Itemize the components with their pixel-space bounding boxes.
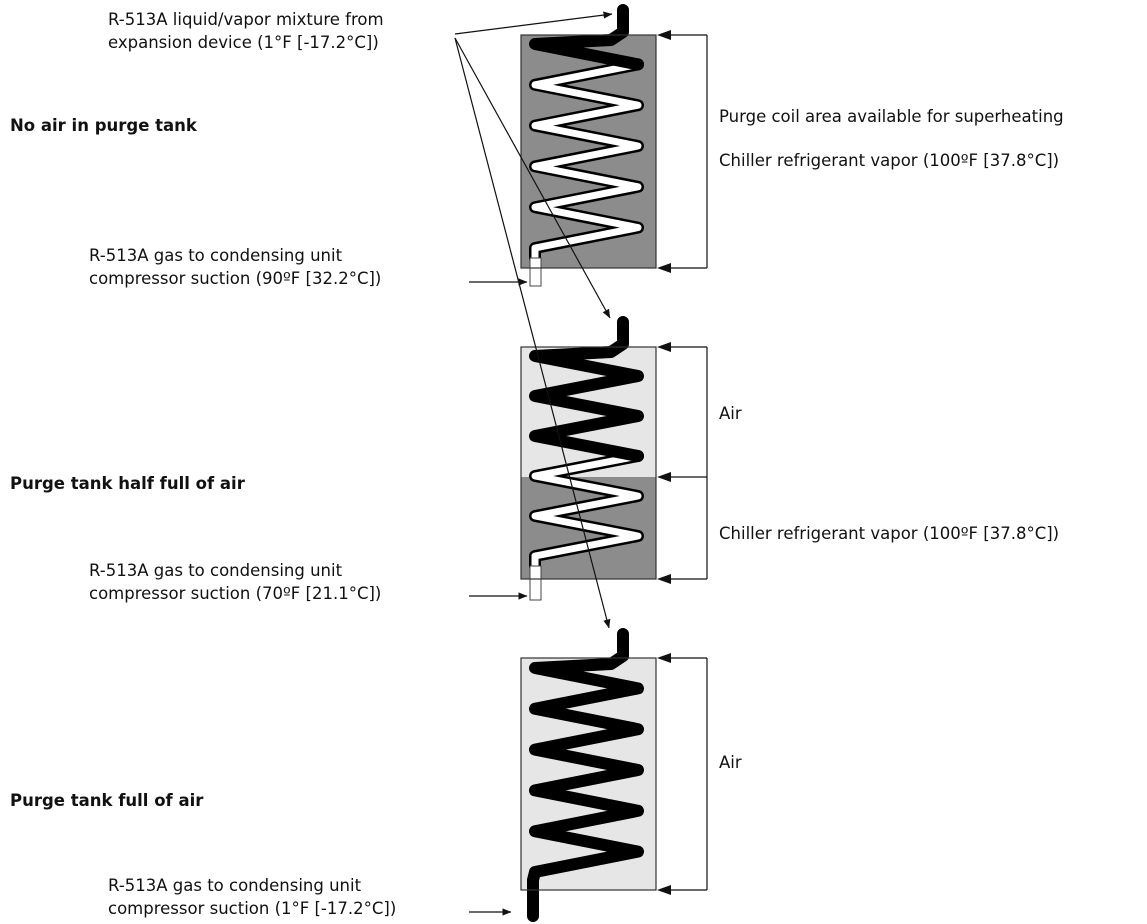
- tank-1-outline: [520, 34, 657, 269]
- tank-3-outline: [520, 657, 657, 891]
- outlet-leader-lines: [469, 278, 528, 916]
- outlet-label-2-line2: compressor suction (70ºF [21.1°C]): [89, 584, 381, 603]
- coil-3-liquid-section: [527, 628, 644, 922]
- coil-2-outlet-pipe: [529, 565, 542, 601]
- outlet-label-2-line1: R-513A gas to condensing unit: [89, 561, 343, 580]
- vapor-label-mid: Chiller refrigerant vapor (100ºF [37.8°C…: [719, 524, 1059, 543]
- vapor-label-top: Chiller refrigerant vapor (100ºF [37.8°C…: [719, 151, 1059, 170]
- coil-1-liquid-section: [529, 4, 644, 71]
- tank-no-air: [520, 4, 657, 287]
- state-title-no-air: No air in purge tank: [10, 116, 198, 135]
- inlet-leader-lines: [454, 11, 613, 629]
- coil-1-superheated-section-core: [531, 60, 642, 262]
- tank-1-coil: [529, 4, 644, 287]
- bracket-arrowheads: [657, 30, 671, 895]
- state-title-full-air: Purge tank full of air: [10, 791, 204, 810]
- purge-coil-area-label: Purge coil area available for superheati…: [719, 107, 1064, 126]
- outlet-label-1-line1: R-513A gas to condensing unit: [89, 246, 343, 265]
- tank-2-outline: [520, 346, 657, 580]
- bracket-mid-vapor: [666, 477, 708, 580]
- tank-half-air: [520, 316, 657, 601]
- inlet-label-line2: expansion device (1°F [-17.2°C]): [108, 33, 379, 52]
- outlet-label-3-line1: R-513A gas to condensing unit: [108, 876, 362, 895]
- air-label-bottom: Air: [719, 753, 742, 772]
- bracket-mid-air: [666, 346, 708, 478]
- coil-1-outlet-pipe: [529, 257, 542, 287]
- air-label-mid: Air: [719, 404, 742, 423]
- bracket-top: [666, 34, 708, 269]
- tank-2-coil: [529, 316, 644, 601]
- inlet-label-line1: R-513A liquid/vapor mixture from: [108, 10, 384, 29]
- outlet-label-1-line2: compressor suction (90ºF [32.2°C]): [89, 269, 381, 288]
- tank-full-air: [520, 628, 657, 922]
- bracket-bottom: [666, 657, 708, 891]
- outlet-label-3-line2: compressor suction (1°F [-17.2°C]): [108, 899, 396, 918]
- tank-3-coil: [527, 628, 644, 922]
- state-title-half-air: Purge tank half full of air: [10, 474, 246, 493]
- coil-2-superheated-section-core: [531, 452, 642, 570]
